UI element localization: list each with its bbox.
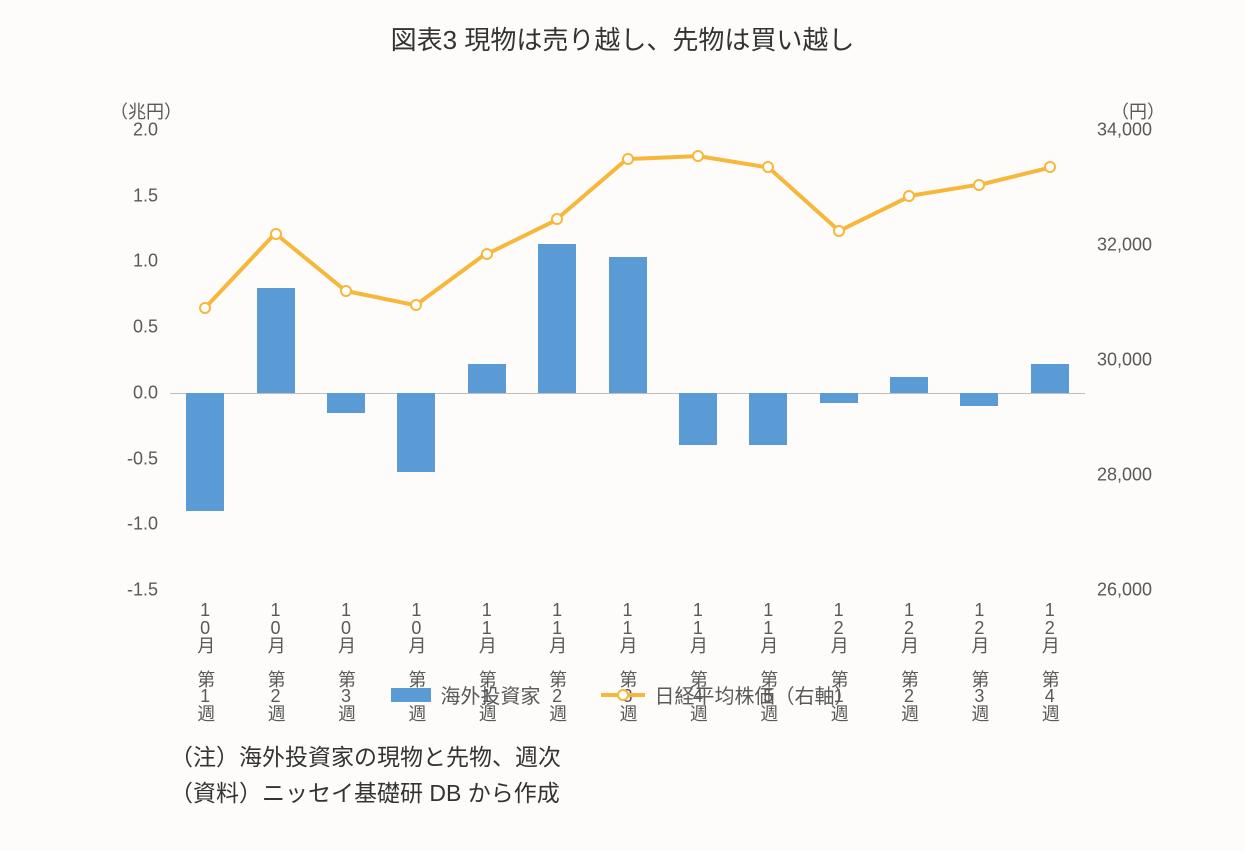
y-right-tick: 26,000 bbox=[1097, 580, 1152, 601]
legend-line-swatch bbox=[601, 693, 645, 697]
chart-notes: （注）海外投資家の現物と先物、週次 （資料）ニッセイ基礎研 DB から作成 bbox=[170, 740, 561, 811]
line-segment bbox=[556, 157, 629, 220]
y-right-tick: 32,000 bbox=[1097, 235, 1152, 256]
line-segment bbox=[979, 165, 1050, 186]
y-right-tick: 34,000 bbox=[1097, 120, 1152, 141]
y-left-tick: -1.5 bbox=[127, 580, 158, 601]
line-marker bbox=[340, 285, 352, 297]
line-segment bbox=[909, 183, 980, 198]
line-segment bbox=[838, 194, 910, 232]
line-segment bbox=[346, 289, 417, 307]
note-line-2: （資料）ニッセイ基礎研 DB から作成 bbox=[170, 776, 561, 812]
y-left-tick: 1.5 bbox=[133, 185, 158, 206]
chart-title: 図表3 現物は売り越し、先物は買い越し bbox=[0, 20, 1245, 57]
bar bbox=[890, 377, 928, 393]
legend: 海外投資家 日経平均株価（右軸） bbox=[0, 680, 1245, 709]
y-right-tick: 28,000 bbox=[1097, 465, 1152, 486]
line-segment bbox=[415, 252, 488, 307]
line-marker bbox=[199, 302, 211, 314]
bar bbox=[609, 257, 647, 392]
y-left-tick: 0.0 bbox=[133, 382, 158, 403]
y-left-tick: 1.0 bbox=[133, 251, 158, 272]
bar bbox=[820, 393, 858, 404]
y-left-tick: -0.5 bbox=[127, 448, 158, 469]
line-marker bbox=[551, 213, 563, 225]
bar bbox=[1031, 364, 1069, 393]
bar bbox=[397, 393, 435, 472]
note-line-1: （注）海外投資家の現物と先物、週次 bbox=[170, 740, 561, 776]
legend-bar-label: 海外投資家 bbox=[441, 680, 541, 709]
legend-line-marker bbox=[617, 689, 629, 701]
bar bbox=[679, 393, 717, 446]
chart-area: （兆円） （円） -1.5-1.0-0.50.00.51.01.52.026,0… bbox=[120, 100, 1155, 620]
line-marker bbox=[833, 225, 845, 237]
bar bbox=[257, 288, 295, 393]
legend-item-line: 日経平均株価（右軸） bbox=[601, 680, 855, 709]
y-left-tick: 2.0 bbox=[133, 120, 158, 141]
bar bbox=[186, 393, 224, 511]
line-segment bbox=[767, 166, 840, 232]
line-marker bbox=[973, 179, 985, 191]
bar bbox=[960, 393, 998, 406]
line-marker bbox=[622, 153, 634, 165]
zero-line bbox=[170, 393, 1085, 394]
line-segment bbox=[698, 154, 769, 169]
chart-container: 図表3 現物は売り越し、先物は買い越し （兆円） （円） -1.5-1.0-0.… bbox=[0, 0, 1245, 851]
bar bbox=[749, 393, 787, 446]
bar bbox=[327, 393, 365, 413]
bar bbox=[468, 364, 506, 393]
line-segment bbox=[274, 232, 347, 293]
line-marker bbox=[692, 150, 704, 162]
line-marker bbox=[481, 248, 493, 260]
legend-bar-swatch bbox=[391, 688, 431, 702]
y-right-tick: 30,000 bbox=[1097, 350, 1152, 371]
y-left-tick: 0.5 bbox=[133, 317, 158, 338]
line-segment bbox=[627, 154, 698, 161]
line-marker bbox=[903, 190, 915, 202]
bar bbox=[538, 244, 576, 393]
line-marker bbox=[762, 161, 774, 173]
plot-region: -1.5-1.0-0.50.00.51.01.52.026,00028,0003… bbox=[170, 130, 1085, 590]
y-left-tick: -1.0 bbox=[127, 514, 158, 535]
line-marker bbox=[270, 228, 282, 240]
legend-item-bars: 海外投資家 bbox=[391, 680, 541, 709]
line-marker bbox=[1044, 161, 1056, 173]
line-marker bbox=[410, 299, 422, 311]
legend-line-label: 日経平均株価（右軸） bbox=[655, 680, 855, 709]
